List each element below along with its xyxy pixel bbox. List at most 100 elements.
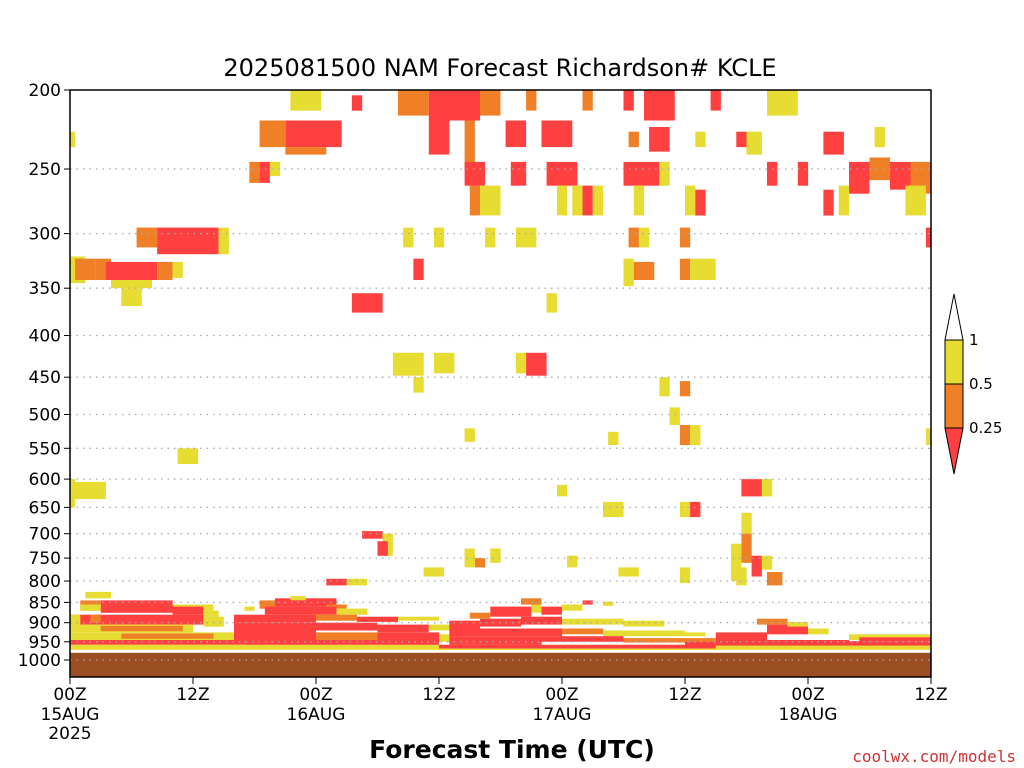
ri-cell-105 [474,558,486,568]
ri-cell-37 [869,157,890,181]
ri-cell-46 [633,185,645,216]
ri-cell-134 [70,640,245,645]
ri-cell-90 [925,428,931,445]
ri-cell-177 [756,618,788,625]
y-tick-label: 500 [29,406,61,426]
ri-cell-5 [526,90,537,111]
ri-cell-7 [623,90,634,111]
ri-cell-152 [377,632,439,640]
ri-cell-73 [633,261,655,280]
ri-cell-52 [136,227,158,248]
ri-cell-0 [290,90,322,111]
ri-cell-49 [823,189,834,216]
y-tick-label: 650 [29,498,61,518]
ri-cell-1 [351,95,363,111]
ri-cell-62 [925,227,931,248]
ri-cell-18 [541,120,573,148]
ri-cell-96 [679,501,691,518]
x-axis-label: Forecast Time (UTC) [369,735,655,764]
ri-cell-58 [515,227,537,248]
ri-cell-112 [767,572,783,586]
ri-cell-26 [249,161,260,183]
x-tick-date: 17AUG [533,705,592,725]
ri-cell-153 [439,634,460,642]
ri-cell-137 [275,598,337,607]
ri-cell-145 [357,616,398,622]
ri-cell-92 [70,482,106,500]
ri-cell-29 [464,161,486,186]
ri-cell-170 [603,630,685,637]
ri-cell-159 [541,606,562,615]
ri-cell-108 [731,543,742,581]
y-tick-label: 200 [29,81,61,101]
x-tick-label: 00Z [545,685,578,705]
ri-cell-157 [531,604,542,613]
ri-cell-64 [75,258,96,280]
ri-cell-180 [715,640,850,646]
ri-cell-79 [433,352,455,374]
ri-cell-70 [121,288,142,306]
ri-cell-123 [172,606,204,615]
ri-cell-106 [490,548,501,563]
ri-cell-136 [259,600,275,609]
ground-below-surface [70,652,931,677]
ri-cell-132 [121,633,214,639]
ri-cell-176 [767,624,808,635]
ri-cell-138 [290,596,306,601]
ri-cell-150 [234,630,316,640]
ri-cell-11 [70,131,76,148]
colorbar-top-arrow [944,293,964,341]
x-tick-label: 00Z [791,685,824,705]
ri-cell-74 [679,258,691,280]
ri-cell-51 [905,185,926,216]
ri-cell-169 [562,628,603,635]
x-tick-label: 12Z [668,685,701,705]
y-tick-label: 450 [29,368,61,388]
ri-cell-110 [751,555,762,577]
ri-cell-181 [849,634,931,640]
ri-cell-47 [685,185,696,216]
ri-cell-15 [428,120,450,155]
ri-cell-126 [70,614,81,625]
ri-cell-61 [679,227,691,248]
y-tick-label: 600 [29,470,61,490]
ri-cell-59 [628,227,639,248]
ri-cell-16 [464,120,475,169]
ri-cell-130 [100,625,183,632]
colorbar-tick-label: 0.25 [969,419,1002,437]
y-tick-label: 1000 [18,651,61,671]
ri-cell-142 [336,608,368,615]
ri-cell-27 [259,161,270,183]
ri-cell-81 [526,352,547,376]
y-tick-label: 700 [29,525,61,545]
ri-cell-77 [546,293,557,313]
y-tick-label: 950 [29,633,61,653]
ri-cell-143 [234,614,316,623]
ri-cell-69 [111,280,152,289]
ri-cell-127 [90,614,101,623]
colorbar-legend: 1 0.5 0.25 [944,293,1002,475]
ri-cell-80 [515,352,527,374]
colorbar-orange [944,383,964,429]
ri-cell-125 [70,614,204,625]
ri-cell-2 [398,90,429,116]
ri-cell-160 [562,604,583,611]
ri-cell-9 [710,90,721,111]
ri-cell-13 [285,120,342,148]
ri-cell-166 [562,618,624,625]
ri-cell-179 [808,628,829,635]
plot-frame [69,89,932,678]
ri-cell-31 [546,161,578,186]
x-tick-label: 00Z [53,685,86,705]
ri-cell-113 [736,567,747,586]
ri-cell-75 [690,258,716,280]
x-tick-label: 12Z [914,685,947,705]
ri-cell-139 [326,604,347,609]
ri-cell-83 [659,377,670,397]
ri-cell-85 [669,407,680,425]
y-tick-label: 850 [29,593,61,613]
pressure-gridlines [70,168,931,661]
ri-cell-17 [505,120,527,148]
ri-cell-33 [659,161,670,186]
ri-cell-67 [157,261,173,280]
